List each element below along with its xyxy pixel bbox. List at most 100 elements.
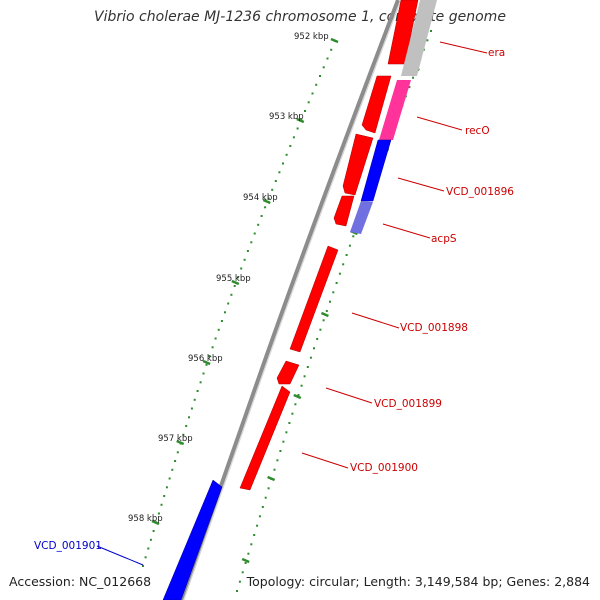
tick-dot <box>253 232 256 235</box>
tick-dot <box>430 30 432 32</box>
tick-dot <box>208 355 211 357</box>
tick-dot <box>300 384 303 387</box>
tick-dot <box>205 363 208 366</box>
tick-dot <box>163 495 166 497</box>
gene-label-recO[interactable]: recO <box>465 125 490 137</box>
tick-dot <box>230 293 233 296</box>
leader-VCD_001900 <box>301 452 349 469</box>
gene-acpS[interactable] <box>350 201 373 234</box>
tick-dot <box>319 75 321 77</box>
tick-dot <box>220 320 223 322</box>
tick-dot <box>311 92 314 95</box>
tick-dot <box>264 206 267 209</box>
tick-dot <box>244 562 247 564</box>
tick-dot <box>236 590 238 592</box>
tick-dot <box>292 136 295 139</box>
tick-dot <box>142 565 144 567</box>
tick-dot <box>326 57 329 60</box>
tick-dot <box>238 580 241 583</box>
tick-dot <box>182 433 185 436</box>
leader-VCD_001899 <box>325 387 373 404</box>
gene-VCD_001900[interactable] <box>239 385 291 491</box>
tick-dot <box>285 153 288 156</box>
gene-label-VCD_001901[interactable]: VCD_001901 <box>34 540 102 552</box>
gene-features <box>162 0 437 600</box>
tick-dot <box>289 145 292 147</box>
tick-dot <box>250 543 253 546</box>
gene-pseudo[interactable] <box>401 0 437 76</box>
tick-dot <box>291 412 294 415</box>
gene-labels: era recO VCD_001896 acpS VCD_001898 VCD_… <box>34 47 514 552</box>
tick-dot <box>279 450 282 452</box>
tick-dot <box>257 223 260 226</box>
leader-VCD_001898 <box>351 312 400 329</box>
tick-dot <box>188 416 190 419</box>
tick-dot <box>196 390 199 392</box>
gene-label-VCD_001900[interactable]: VCD_001900 <box>350 462 418 474</box>
gene-red-arrow-middle[interactable] <box>342 133 374 196</box>
tick-dot <box>338 272 341 275</box>
tick-dot <box>171 468 174 471</box>
tick-dot <box>352 235 355 238</box>
scale-labels: 952 kbp 953 kbp 954 kbp 955 kbp 956 kbp … <box>128 32 329 524</box>
tick-label-958: 958 kbp <box>128 514 163 524</box>
tick-dot <box>224 311 226 314</box>
tick-dot <box>274 180 277 182</box>
tick-dot <box>258 515 261 518</box>
tick-major <box>293 393 302 400</box>
tick-dot <box>348 244 351 247</box>
tick-major <box>202 359 211 366</box>
tick-major <box>296 117 305 124</box>
gene-red-arrow-upper[interactable] <box>361 75 392 134</box>
tick-dot <box>256 524 259 527</box>
genome-summary-text: Topology: circular; Length: 3,149,584 bp… <box>246 574 590 589</box>
tick-label-952: 952 kbp <box>294 32 329 42</box>
backbone-inner-line <box>183 0 402 600</box>
tick-dot <box>329 300 331 303</box>
tick-dot <box>147 547 150 550</box>
gene-label-acpS[interactable]: acpS <box>431 233 457 245</box>
gene-VCD_001901[interactable] <box>162 479 223 600</box>
tick-dot <box>309 356 312 359</box>
gene-VCD_001898[interactable] <box>289 245 339 353</box>
tick-dot <box>190 407 193 410</box>
tick-dot <box>211 346 214 349</box>
tick-major <box>262 198 271 205</box>
tick-dot <box>214 337 217 340</box>
tick-dot <box>294 403 297 406</box>
tick-dot <box>185 425 188 427</box>
tick-dot <box>285 431 288 434</box>
gene-label-VCD_001899[interactable]: VCD_001899 <box>374 398 442 410</box>
gene-label-VCD_001896[interactable]: VCD_001896 <box>446 186 514 198</box>
tick-dot <box>282 162 284 165</box>
tick-major <box>231 279 240 286</box>
gene-VCD_001896[interactable] <box>360 139 392 202</box>
leader-era <box>439 41 488 54</box>
tick-dot <box>168 477 171 480</box>
tick-dot <box>152 530 155 532</box>
tick-dot <box>335 282 338 284</box>
tick-label-957: 957 kbp <box>158 434 193 444</box>
tick-label-953: 953 kbp <box>269 112 304 122</box>
accession-text: Accession: NC_012668 <box>9 574 152 589</box>
gene-VCD_001899[interactable] <box>276 360 300 385</box>
tick-dot <box>278 171 281 174</box>
tick-major <box>241 557 250 564</box>
tick-dot <box>319 328 322 331</box>
tick-dot <box>264 496 267 499</box>
tick-major <box>267 475 276 482</box>
tick-dot <box>316 338 319 340</box>
tick-dot <box>149 538 152 541</box>
gene-label-era[interactable]: era <box>488 47 505 59</box>
gene-red-arrow-small[interactable] <box>333 195 355 227</box>
leader-VCD_001896 <box>397 177 445 192</box>
tick-dot <box>325 310 328 312</box>
tick-dot <box>253 534 256 536</box>
tick-dot <box>332 291 335 294</box>
leader-acpS <box>382 223 431 239</box>
gene-recO[interactable] <box>379 80 411 140</box>
tick-dot <box>322 66 325 69</box>
leader-recO <box>416 116 463 131</box>
gene-label-VCD_001898[interactable]: VCD_001898 <box>400 322 468 334</box>
